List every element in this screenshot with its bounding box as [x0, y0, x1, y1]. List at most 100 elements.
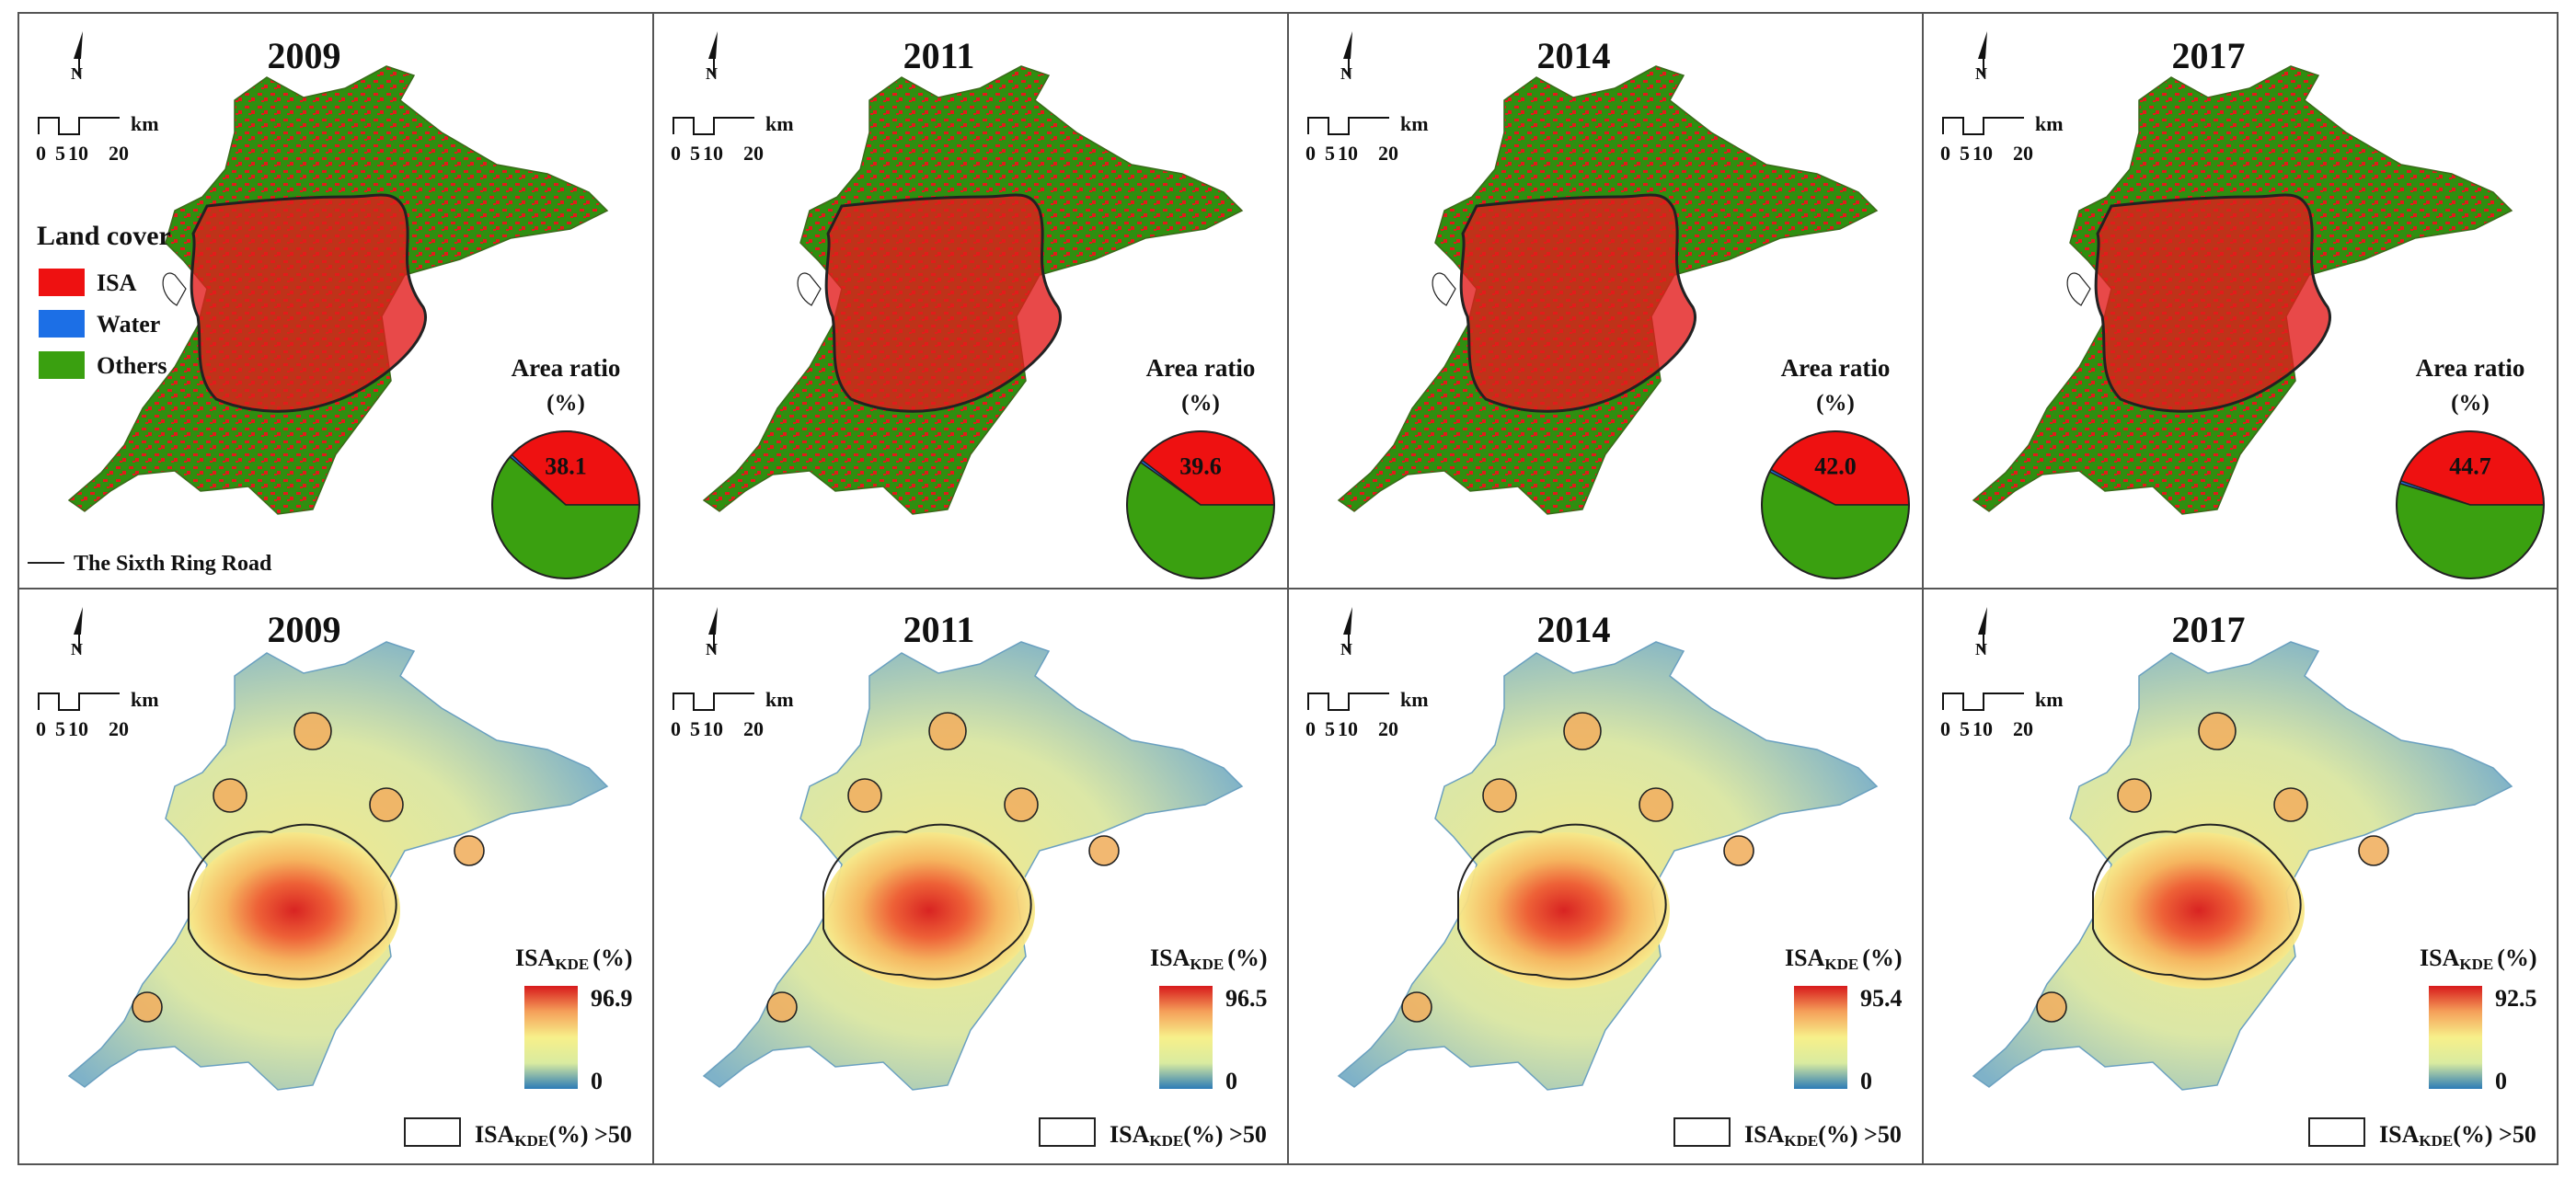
scale-tick-label: 0 [36, 142, 46, 165]
landcover-map [67, 65, 609, 515]
kde-hotspot-core [2093, 832, 2305, 989]
scale-tick-label: 0 [1940, 142, 1950, 165]
scale-tick-label: 5 [690, 142, 700, 165]
kde-contour-50 [2092, 823, 2302, 980]
scale-tick-label: 0 [671, 717, 681, 740]
legend-label: ISA [97, 269, 137, 296]
scale-tick-label: 10 [68, 142, 88, 165]
north-arrow-head [1343, 31, 1352, 59]
area-ratio-unit: (%) [2451, 391, 2490, 416]
north-label: N [1340, 640, 1352, 658]
kde-color-ramp [1794, 986, 1847, 1089]
kde-secondary-hotspot [2199, 713, 2236, 750]
contour-main: ISA [2379, 1121, 2420, 1148]
kde-secondary-hotspot [2037, 992, 2066, 1022]
scale-tick-label: 5 [55, 717, 65, 740]
kde-color-ramp [2429, 986, 2482, 1089]
legend-label: Water [97, 311, 160, 338]
kde-min-label: 0 [591, 1068, 603, 1094]
isa-dense-core [2096, 195, 2330, 412]
kde-min-label: 0 [1860, 1068, 1872, 1094]
kde-title-unit: (%) [1227, 944, 1267, 971]
contour-sub: KDE [1149, 1132, 1183, 1150]
scale-tick-label: 0 [671, 142, 681, 165]
north-arrow-icon: N [1340, 607, 1352, 658]
scale-tick-label: 10 [1972, 142, 1993, 165]
scale-tick-label: 5 [1960, 717, 1970, 740]
landcover-panel: 2011 Nkm 0 5 10 20 Area ratio (%) 39.6 [671, 31, 1275, 579]
kde-secondary-hotspot [213, 779, 247, 812]
kde-contour-50 [928, 712, 967, 750]
kde-contour-50 [2036, 991, 2067, 1023]
kde-contour-50 [1723, 835, 1754, 866]
north-label: N [706, 640, 718, 658]
kde-title-sub: KDE [2459, 956, 2493, 973]
kde-legend-title: ISAKDE (%) [2420, 944, 2537, 973]
kde-map [1337, 641, 1879, 1091]
panel-year-title: 2014 [1537, 35, 1611, 76]
kde-contour-50 [132, 991, 163, 1023]
kde-title-unit: (%) [592, 944, 632, 971]
kde-contour-legend: ISAKDE(%) >50 [404, 1117, 632, 1150]
panel-grid [17, 12, 2559, 1165]
contour-label: ISAKDE(%) >50 [475, 1121, 632, 1150]
scale-bar-line [38, 117, 120, 135]
kde-title-sub: KDE [555, 956, 589, 973]
scale-tick-label: 5 [1325, 142, 1335, 165]
kde-max-label: 96.5 [1225, 985, 1268, 1012]
landcover-panel: 2009 Nkm 0 5 10 20 Area ratio (%) 38.1 Land cover… [28, 31, 640, 579]
area-ratio-unit: (%) [1816, 391, 1855, 416]
kde-secondary-hotspot [2359, 836, 2388, 865]
scale-tick-label: 10 [1338, 717, 1358, 740]
area-ratio-pie: 44.7 [2396, 430, 2545, 579]
scale-bar: km 0 5 10 20 [36, 688, 159, 740]
kde-legend-title: ISAKDE (%) [515, 944, 633, 973]
pie-outline [1126, 430, 1275, 579]
sixth-ring-road [190, 193, 427, 413]
kde-title-sub: KDE [1824, 956, 1858, 973]
scale-tick-label: 10 [703, 717, 723, 740]
scale-tick-label: 20 [743, 142, 764, 165]
kde-contour-50 [213, 778, 247, 813]
kde-title-main: ISA [1785, 944, 1825, 971]
scale-tick-label: 0 [36, 717, 46, 740]
kde-secondary-hotspot [1639, 788, 1673, 821]
excluded-area [1432, 272, 1456, 306]
kde-color-ramp [524, 986, 578, 1089]
panel-year-title: 2009 [268, 35, 341, 76]
scale-tick-label: 5 [1325, 717, 1335, 740]
scale-tick-label: 20 [109, 717, 129, 740]
kde-map [67, 641, 609, 1091]
scale-tick-label: 20 [2013, 717, 2033, 740]
north-label: N [1975, 640, 1987, 658]
north-arrow-icon: N [706, 607, 718, 658]
landcover-map [702, 65, 1244, 515]
scale-tick-label: 10 [703, 142, 723, 165]
north-arrow-head [1343, 607, 1352, 635]
kde-contour-legend: ISAKDE(%) >50 [1039, 1117, 1267, 1150]
contour-tail: (%) >50 [548, 1121, 632, 1148]
scale-unit: km [765, 112, 794, 135]
kde-max-label: 96.9 [591, 985, 633, 1012]
kde-contour-50 [1639, 787, 1673, 822]
kde-map [1972, 641, 2513, 1091]
scale-bar-line [1942, 693, 2024, 711]
contour-sub: KDE [514, 1132, 548, 1150]
kde-legend: ISAKDE (%) 92.5 0 [2420, 944, 2537, 1094]
contour-tail: (%) >50 [1818, 1121, 1902, 1148]
excluded-area [2066, 272, 2091, 306]
scale-unit: km [2035, 688, 2064, 711]
north-arrow-head [708, 607, 718, 635]
excluded-area [797, 272, 822, 306]
scale-bar: km 0 5 10 20 [1940, 688, 2064, 740]
scale-bar-line [673, 693, 754, 711]
kde-color-ramp [1159, 986, 1213, 1089]
contour-label: ISAKDE(%) >50 [1744, 1121, 1902, 1150]
north-arrow-icon: N [1340, 31, 1352, 83]
panel-year-title: 2011 [903, 609, 975, 650]
panel-year-title: 2011 [903, 35, 975, 76]
kde-contour-50 [2358, 835, 2389, 866]
